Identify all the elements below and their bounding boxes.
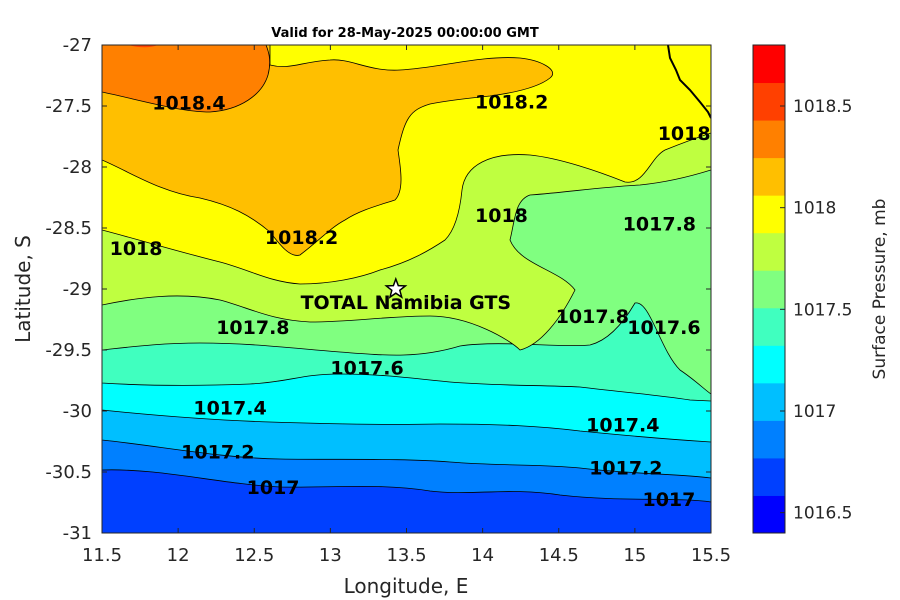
y-axis-label: Latitude, S bbox=[11, 235, 35, 343]
band-1018-4 bbox=[102, 45, 271, 113]
x-tick-label: 15 bbox=[623, 545, 646, 566]
colorbar-tick-label: 1017.5 bbox=[793, 300, 852, 320]
x-tick-label: 14 bbox=[471, 545, 494, 566]
contour-label: 1018.2 bbox=[265, 227, 338, 249]
y-tick-label: -30.5 bbox=[45, 462, 92, 483]
contour-label: 1017.8 bbox=[623, 213, 696, 235]
station-star-icon bbox=[384, 276, 408, 299]
x-tick-label: 15.5 bbox=[691, 545, 731, 566]
contour-label: 1017.2 bbox=[181, 442, 254, 464]
colorbar-band bbox=[753, 195, 785, 234]
colorbar-label: Surface Pressure, mb bbox=[870, 199, 890, 380]
contour-label: 1018.4 bbox=[152, 93, 225, 115]
y-tick-label: -27.5 bbox=[45, 96, 92, 117]
x-tick-label: 13 bbox=[319, 545, 342, 566]
contour-label: 1017.4 bbox=[193, 398, 266, 420]
contour-label: 1018 bbox=[110, 238, 163, 260]
colorbar-band bbox=[753, 307, 785, 346]
y-axis-ticks: -27 -27.5 -28 -28.5 -29 -29.5 -30 -30.5 -31 bbox=[45, 35, 711, 544]
colorbar-band bbox=[753, 457, 785, 496]
colorbar-band bbox=[753, 82, 785, 121]
x-axis-ticks: 11.5 12 12.5 13 13.5 14 14.5 15 15.5 bbox=[82, 45, 731, 566]
y-tick-label: -28.5 bbox=[45, 218, 92, 239]
colorbar-band bbox=[753, 120, 785, 159]
colorbar-tick-label: 1017 bbox=[793, 402, 836, 422]
colorbar-frame bbox=[752, 44, 786, 534]
contour-label: 1017.4 bbox=[586, 415, 659, 437]
contour-label: 1017.8 bbox=[216, 317, 289, 339]
colorbar-tick-label: 1016.5 bbox=[793, 504, 852, 524]
y-tick-label: -27 bbox=[63, 35, 92, 56]
y-tick-label: -29.5 bbox=[45, 340, 92, 361]
contour-label: 1017.6 bbox=[627, 317, 700, 339]
chart-title: Valid for 28-May-2025 00:00:00 GMT bbox=[271, 26, 539, 41]
x-tick-label: 11.5 bbox=[82, 545, 122, 566]
colorbar-band bbox=[753, 45, 785, 84]
x-tick-label: 12 bbox=[167, 545, 190, 566]
contour-label: 1017 bbox=[247, 477, 300, 499]
contour-label: 1017.2 bbox=[589, 457, 662, 479]
coastline bbox=[667, 45, 711, 119]
colorbar-band bbox=[753, 382, 785, 421]
contour-label: 1017 bbox=[642, 489, 695, 511]
x-tick-label: 12.5 bbox=[234, 545, 274, 566]
colorbar bbox=[753, 45, 785, 534]
colorbar-band bbox=[753, 345, 785, 384]
colorbar-band bbox=[753, 232, 785, 271]
station-marker: TOTAL Namibia GTS bbox=[301, 276, 512, 314]
colorbar-band bbox=[753, 495, 785, 534]
colorbar-band bbox=[753, 270, 785, 309]
station-label: TOTAL Namibia GTS bbox=[301, 292, 512, 314]
colorbar-tick-label: 1018.5 bbox=[793, 97, 852, 117]
contour-label: 1018 bbox=[475, 205, 528, 227]
plot-area bbox=[102, 45, 711, 533]
contour-label: 1018.2 bbox=[475, 91, 548, 113]
colorbar-band bbox=[753, 420, 785, 459]
y-tick-label: -29 bbox=[63, 279, 92, 300]
y-tick-label: -30 bbox=[63, 401, 92, 422]
x-axis-label: Longitude, E bbox=[344, 574, 469, 598]
colorbar-ticks: 1016.5 1017 1017.5 1018 1018.5 bbox=[780, 97, 852, 524]
colorbar-tick-label: 1018 bbox=[793, 199, 836, 219]
band-1018-6 bbox=[128, 45, 158, 48]
x-tick-label: 14.5 bbox=[539, 545, 579, 566]
y-tick-label: -28 bbox=[63, 157, 92, 178]
y-tick-label: -31 bbox=[63, 523, 92, 544]
colorbar-band bbox=[753, 157, 785, 196]
x-tick-label: 13.5 bbox=[386, 545, 426, 566]
contour-label: 1017.6 bbox=[330, 357, 403, 379]
contour-label: 1017.8 bbox=[556, 306, 629, 328]
contour-label: 1018 bbox=[658, 123, 711, 145]
